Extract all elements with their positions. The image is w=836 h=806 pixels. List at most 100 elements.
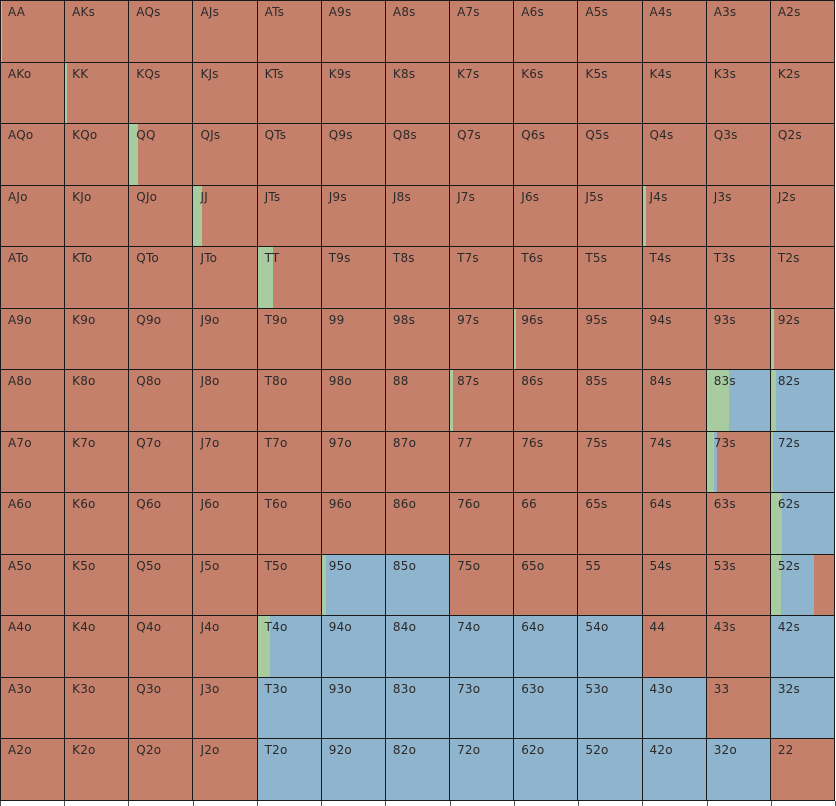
hand-cell-74o[interactable]: 74o: [450, 616, 514, 677]
hand-cell-A3s[interactable]: A3s: [706, 1, 770, 62]
hand-cell-Q3o[interactable]: Q3o: [129, 677, 193, 739]
hand-cell-Q2o[interactable]: Q2o: [129, 739, 193, 800]
hand-cell-76o[interactable]: 76o: [450, 493, 514, 554]
hand-cell-85s[interactable]: 85s: [578, 370, 642, 431]
hand-cell-A5s[interactable]: A5s: [578, 1, 642, 62]
hand-cell-A4s[interactable]: A4s: [642, 1, 706, 62]
hand-cell-AA[interactable]: AA: [1, 1, 65, 62]
hand-cell-52o[interactable]: 52o: [578, 739, 642, 800]
hand-cell-A8o[interactable]: A8o: [1, 370, 65, 431]
hand-cell-J5o[interactable]: J5o: [193, 554, 257, 616]
hand-cell-22[interactable]: 22: [770, 739, 834, 800]
hand-cell-A8s[interactable]: A8s: [385, 1, 450, 62]
hand-cell-AQs[interactable]: AQs: [129, 1, 193, 62]
hand-cell-32s[interactable]: 32s: [770, 677, 834, 739]
hand-cell-Q4s[interactable]: Q4s: [642, 124, 706, 185]
hand-cell-54s[interactable]: 54s: [642, 554, 706, 616]
hand-cell-42s[interactable]: 42s: [770, 616, 834, 677]
hand-cell-93o[interactable]: 93o: [321, 677, 385, 739]
hand-cell-K8o[interactable]: K8o: [65, 370, 129, 431]
hand-cell-QTo[interactable]: QTo: [129, 247, 193, 308]
hand-cell-86o[interactable]: 86o: [385, 493, 450, 554]
hand-cell-88[interactable]: 88: [385, 370, 450, 431]
hand-cell-92o[interactable]: 92o: [321, 739, 385, 800]
hand-cell-ATo[interactable]: ATo: [1, 247, 65, 308]
hand-cell-Q8s[interactable]: Q8s: [385, 124, 450, 185]
hand-cell-ATs[interactable]: ATs: [257, 1, 321, 62]
hand-cell-A9s[interactable]: A9s: [321, 1, 385, 62]
hand-cell-K4s[interactable]: K4s: [642, 62, 706, 124]
hand-cell-99[interactable]: 99: [321, 308, 385, 370]
hand-cell-84s[interactable]: 84s: [642, 370, 706, 431]
hand-cell-J8o[interactable]: J8o: [193, 370, 257, 431]
hand-cell-AJo[interactable]: AJo: [1, 185, 65, 247]
hand-cell-J3s[interactable]: J3s: [706, 185, 770, 247]
hand-cell-Q8o[interactable]: Q8o: [129, 370, 193, 431]
hand-cell-75s[interactable]: 75s: [578, 431, 642, 493]
hand-cell-QQ[interactable]: QQ: [129, 124, 193, 185]
hand-cell-J4o[interactable]: J4o: [193, 616, 257, 677]
hand-cell-AKs[interactable]: AKs: [65, 1, 129, 62]
hand-cell-55[interactable]: 55: [578, 554, 642, 616]
hand-cell-J9s[interactable]: J9s: [321, 185, 385, 247]
hand-cell-85o[interactable]: 85o: [385, 554, 450, 616]
hand-cell-J2s[interactable]: J2s: [770, 185, 834, 247]
hand-cell-73o[interactable]: 73o: [450, 677, 514, 739]
hand-cell-82s[interactable]: 82s: [770, 370, 834, 431]
hand-cell-A7s[interactable]: A7s: [450, 1, 514, 62]
hand-cell-AJs[interactable]: AJs: [193, 1, 257, 62]
hand-cell-QJo[interactable]: QJo: [129, 185, 193, 247]
hand-cell-AQo[interactable]: AQo: [1, 124, 65, 185]
hand-cell-JTo[interactable]: JTo: [193, 247, 257, 308]
hand-cell-T5s[interactable]: T5s: [578, 247, 642, 308]
hand-cell-52s[interactable]: 52s: [770, 554, 834, 616]
hand-cell-Q5o[interactable]: Q5o: [129, 554, 193, 616]
hand-cell-95o[interactable]: 95o: [321, 554, 385, 616]
hand-cell-T2o[interactable]: T2o: [257, 739, 321, 800]
hand-cell-T4s[interactable]: T4s: [642, 247, 706, 308]
hand-cell-KK[interactable]: KK: [65, 62, 129, 124]
hand-cell-75o[interactable]: 75o: [450, 554, 514, 616]
hand-cell-KTs[interactable]: KTs: [257, 62, 321, 124]
hand-cell-J8s[interactable]: J8s: [385, 185, 450, 247]
hand-cell-T8s[interactable]: T8s: [385, 247, 450, 308]
hand-cell-74s[interactable]: 74s: [642, 431, 706, 493]
hand-cell-K6o[interactable]: K6o: [65, 493, 129, 554]
hand-cell-95s[interactable]: 95s: [578, 308, 642, 370]
hand-cell-94s[interactable]: 94s: [642, 308, 706, 370]
hand-cell-72o[interactable]: 72o: [450, 739, 514, 800]
hand-cell-T7s[interactable]: T7s: [450, 247, 514, 308]
hand-cell-Q3s[interactable]: Q3s: [706, 124, 770, 185]
hand-cell-96o[interactable]: 96o: [321, 493, 385, 554]
hand-cell-KQs[interactable]: KQs: [129, 62, 193, 124]
hand-cell-63o[interactable]: 63o: [514, 677, 578, 739]
hand-cell-QTs[interactable]: QTs: [257, 124, 321, 185]
hand-cell-72s[interactable]: 72s: [770, 431, 834, 493]
hand-cell-JJ[interactable]: JJ: [193, 185, 257, 247]
hand-cell-94o[interactable]: 94o: [321, 616, 385, 677]
hand-cell-A2o[interactable]: A2o: [1, 739, 65, 800]
hand-cell-Q6s[interactable]: Q6s: [514, 124, 578, 185]
hand-cell-92s[interactable]: 92s: [770, 308, 834, 370]
hand-cell-T6s[interactable]: T6s: [514, 247, 578, 308]
hand-cell-J7s[interactable]: J7s: [450, 185, 514, 247]
hand-cell-54o[interactable]: 54o: [578, 616, 642, 677]
hand-cell-T7o[interactable]: T7o: [257, 431, 321, 493]
hand-cell-43o[interactable]: 43o: [642, 677, 706, 739]
hand-cell-KTo[interactable]: KTo: [65, 247, 129, 308]
hand-cell-J6o[interactable]: J6o: [193, 493, 257, 554]
hand-cell-Q6o[interactable]: Q6o: [129, 493, 193, 554]
hand-cell-K5s[interactable]: K5s: [578, 62, 642, 124]
hand-cell-33[interactable]: 33: [706, 677, 770, 739]
hand-cell-K2o[interactable]: K2o: [65, 739, 129, 800]
hand-cell-65o[interactable]: 65o: [514, 554, 578, 616]
hand-cell-66[interactable]: 66: [514, 493, 578, 554]
hand-cell-A3o[interactable]: A3o: [1, 677, 65, 739]
hand-cell-83o[interactable]: 83o: [385, 677, 450, 739]
hand-cell-82o[interactable]: 82o: [385, 739, 450, 800]
hand-cell-A5o[interactable]: A5o: [1, 554, 65, 616]
hand-cell-K3o[interactable]: K3o: [65, 677, 129, 739]
hand-cell-J4s[interactable]: J4s: [642, 185, 706, 247]
hand-cell-T8o[interactable]: T8o: [257, 370, 321, 431]
hand-cell-A9o[interactable]: A9o: [1, 308, 65, 370]
